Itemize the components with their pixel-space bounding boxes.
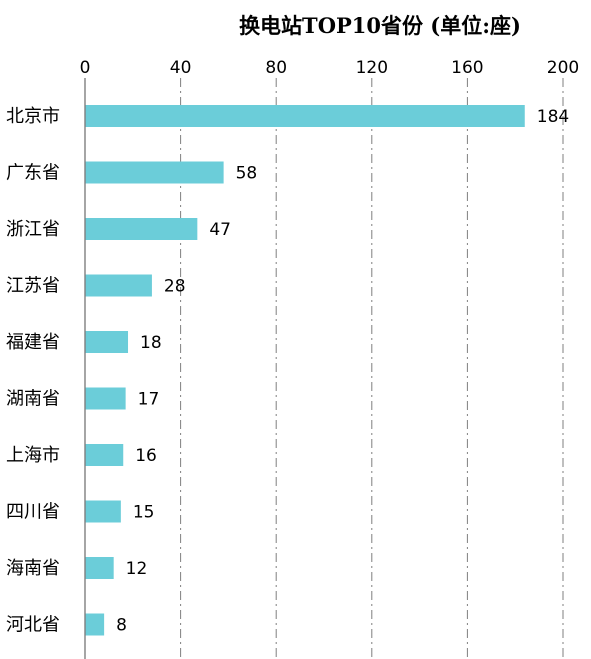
- data-label: 28: [164, 277, 186, 297]
- category-label: 湖南省: [6, 389, 60, 410]
- data-label: 17: [138, 390, 160, 410]
- category-label: 江苏省: [6, 276, 60, 297]
- bar: [85, 387, 126, 410]
- category-label: 海南省: [6, 558, 60, 579]
- x-axis-ticks: 0 40 80 120 160 200: [80, 58, 580, 78]
- bar: [85, 444, 124, 466]
- data-label: 58: [236, 164, 258, 184]
- category-label: 四川省: [6, 502, 60, 523]
- data-label: 16: [135, 446, 157, 466]
- category-label: 广东省: [6, 163, 60, 184]
- chart-title: 换电站TOP10省份 (单位:座): [239, 13, 521, 38]
- bar: [85, 613, 105, 636]
- data-label: 18: [140, 333, 162, 353]
- data-label: 47: [209, 220, 231, 240]
- x-tick-label: 0: [80, 58, 91, 78]
- bar: [85, 557, 114, 579]
- bars: [85, 105, 525, 636]
- x-tick-label: 200: [547, 58, 579, 78]
- bar: [85, 500, 121, 523]
- bar: [85, 274, 152, 297]
- data-label: 184: [537, 107, 569, 127]
- x-tick-label: 40: [170, 58, 192, 78]
- x-tick-label: 120: [356, 58, 388, 78]
- data-label: 15: [133, 503, 155, 523]
- category-label: 浙江省: [6, 219, 60, 240]
- x-tick-label: 80: [265, 58, 287, 78]
- data-labels: 184 58 47 28 18 17 16 15 12 8: [116, 107, 569, 636]
- data-label: 12: [126, 559, 148, 579]
- category-label: 河北省: [6, 615, 60, 636]
- category-label: 福建省: [6, 332, 60, 353]
- bar: [85, 331, 129, 353]
- bar: [85, 161, 224, 184]
- bar: [85, 218, 198, 240]
- bar: [85, 105, 525, 127]
- category-label: 上海市: [6, 445, 60, 466]
- category-label: 北京市: [6, 106, 60, 127]
- data-label: 8: [116, 616, 127, 636]
- x-tick-label: 160: [451, 58, 483, 78]
